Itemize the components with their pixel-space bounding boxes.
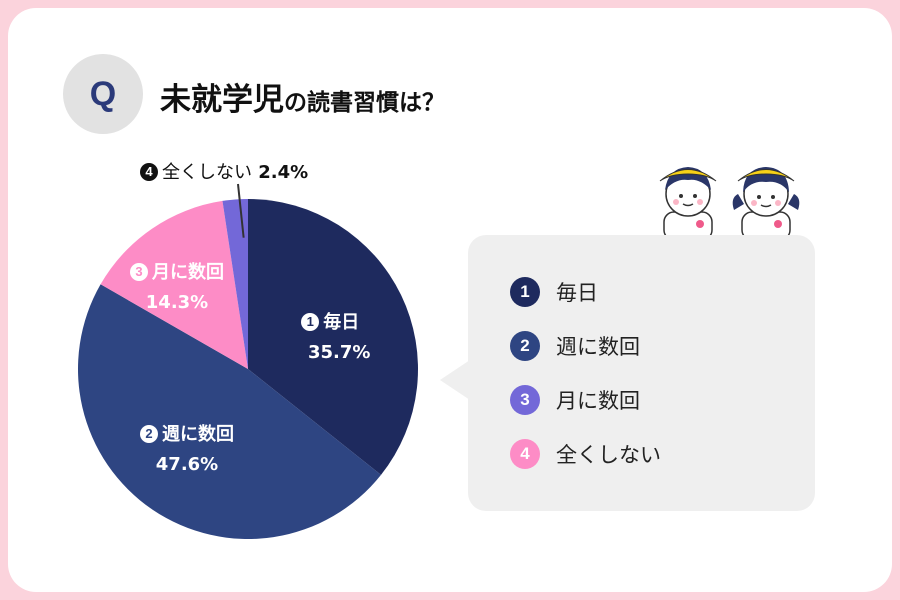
legend: 1 毎日 2 週に数回 3 月に数回 4 全くしない (468, 235, 815, 511)
pie-slice-several-week (78, 284, 382, 539)
slice-name-several-month: 月に数回 (152, 262, 224, 283)
question-badge-letter: Q (89, 74, 117, 113)
pie-slice-several-month (100, 200, 248, 369)
pie-slice-daily (248, 199, 418, 475)
slice-number-daily: 1 (301, 313, 320, 331)
slice-name-daily: 毎日 (323, 312, 360, 333)
slice-label-never: 4 全くしない 2.4% (140, 158, 308, 184)
slice-label-several-week: 2 週に数回 47.6% (140, 420, 234, 480)
slice-value-several-month: 14.3% (145, 292, 209, 313)
slice-value-daily: 35.7% (308, 342, 371, 363)
pie-slice-never (222, 199, 248, 369)
slice-number-several-month: 3 (130, 263, 148, 281)
slice-name-several-week: 週に数回 (162, 424, 234, 445)
legend-item-several-week: 2 週に数回 (510, 331, 640, 361)
slice-number-several-week: 2 (140, 425, 158, 443)
legend-pointer (440, 360, 470, 400)
legend-marker-daily: 1 (510, 277, 540, 307)
legend-item-daily: 1 毎日 (510, 277, 598, 307)
children-illustration (659, 167, 800, 240)
slice-name-never: 全くしない (162, 162, 252, 183)
question-badge: Q (63, 54, 143, 134)
chart-title-sub: の読書習慣は？ (284, 90, 445, 116)
legend-marker-never: 4 (510, 439, 540, 469)
slice-label-several-month: 3 月に数回 14.3% (130, 258, 224, 318)
legend-item-several-month: 3 月に数回 (510, 385, 640, 415)
legend-marker-several-month: 3 (510, 385, 540, 415)
slice-value-never: 2.4% (258, 162, 309, 183)
legend-marker-several-week: 2 (510, 331, 540, 361)
chart-title-main: 未就学児 (160, 82, 284, 118)
legend-label-several-week: 週に数回 (556, 335, 640, 359)
slice-value-several-week: 47.6% (155, 454, 219, 475)
legend-label-several-month: 月に数回 (556, 389, 640, 413)
slice-label-daily: 1 毎日 35.7% (290, 308, 370, 368)
chart-title: 未就学児の読書習慣は？ (160, 74, 445, 119)
slice-number-never: 4 (140, 163, 158, 181)
legend-label-daily: 毎日 (556, 281, 598, 305)
legend-item-never: 4 全くしない (510, 439, 661, 469)
legend-label-never: 全くしない (556, 443, 661, 467)
